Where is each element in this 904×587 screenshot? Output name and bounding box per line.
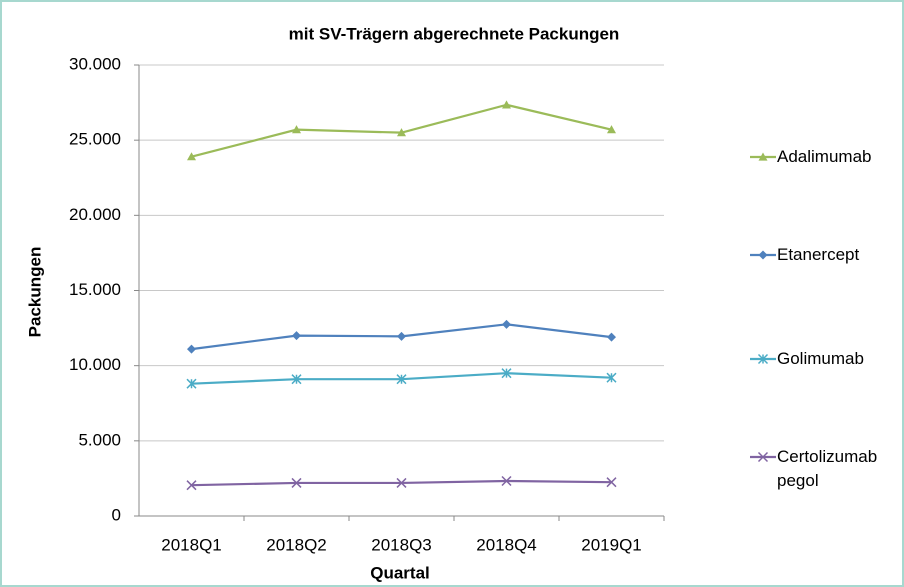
marker <box>607 125 616 134</box>
legend-swatch <box>750 250 776 260</box>
legend-swatch <box>750 152 776 161</box>
y-tick-label: 25.000 <box>69 130 121 149</box>
y-tick-label: 20.000 <box>69 205 121 224</box>
marker <box>758 250 768 260</box>
marker <box>501 368 512 379</box>
x-tick-label: 2018Q3 <box>371 535 432 554</box>
y-tick-label: 15.000 <box>69 280 121 299</box>
marker <box>291 374 302 385</box>
marker <box>501 475 512 487</box>
marker <box>757 451 769 463</box>
y-tick-label: 30.000 <box>69 54 121 73</box>
marker <box>606 477 617 488</box>
marker <box>292 125 301 134</box>
x-tick-label: 2018Q2 <box>266 535 327 554</box>
y-tick-label: 5.000 <box>78 430 121 449</box>
legend-label: Adalimumab <box>777 147 872 166</box>
marker <box>758 152 768 161</box>
marker <box>292 331 301 341</box>
x-tick-label: 2018Q4 <box>476 535 537 554</box>
x-tick-label: 2018Q1 <box>161 535 222 554</box>
marker <box>757 353 769 365</box>
marker <box>187 344 196 354</box>
y-tick-label: 10.000 <box>69 355 121 374</box>
marker <box>502 319 511 329</box>
marker <box>396 477 407 488</box>
y-axis-label: Packungen <box>25 247 44 338</box>
marker <box>186 480 197 491</box>
marker <box>397 331 406 341</box>
marker <box>502 100 511 109</box>
marker <box>607 332 616 342</box>
marker <box>187 152 196 161</box>
legend-label: Certolizumab pegol <box>777 447 878 490</box>
x-axis-label: Quartal <box>370 563 430 582</box>
marker <box>186 378 197 389</box>
legend-label: Golimumab <box>777 349 864 368</box>
legend-label: Etanercept <box>777 245 860 264</box>
marker <box>291 477 302 488</box>
x-tick-label: 2019Q1 <box>581 535 642 554</box>
chart-title: mit SV-Trägern abgerechnete Packungen <box>289 24 620 43</box>
marker <box>396 374 407 385</box>
marker <box>397 128 406 137</box>
legend-swatch <box>750 353 776 365</box>
marker <box>606 372 617 383</box>
legend-swatch <box>750 451 776 463</box>
y-tick-label: 0 <box>112 505 121 524</box>
